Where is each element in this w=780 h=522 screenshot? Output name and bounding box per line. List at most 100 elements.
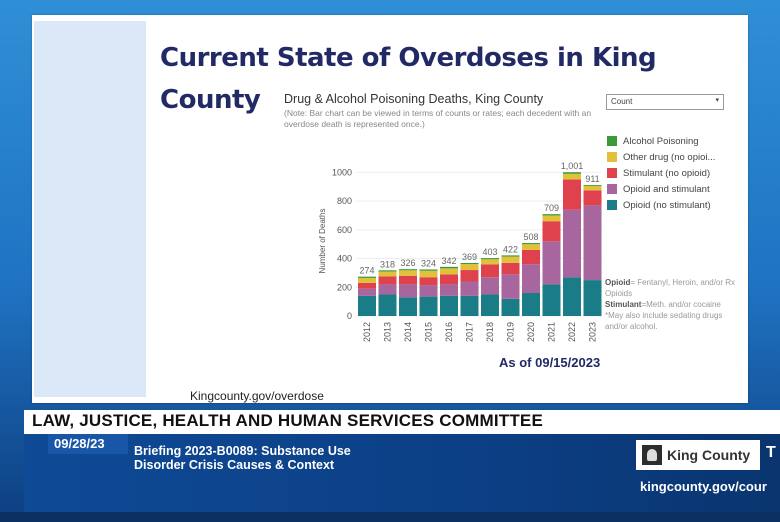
x-tick-label: 2016 (444, 322, 454, 342)
bar-segment (481, 264, 499, 278)
bar-segment (460, 264, 479, 271)
bar-segment (481, 258, 499, 260)
bar-segment (440, 284, 458, 296)
king-county-emblem-icon (642, 445, 662, 465)
total-label: 911 (585, 174, 599, 184)
total-label: 369 (462, 252, 477, 262)
bar-segment (481, 294, 499, 316)
overdose-bar-chart: Number of Deaths 0 200 400 600 800 1000 274 2012… (318, 161, 602, 342)
logo-text: King County (667, 447, 751, 463)
bar-segment (460, 295, 479, 316)
briefing-line1: Briefing 2023-B0089: Substance Use (134, 444, 351, 458)
total-label: 326 (400, 258, 415, 268)
y-axis-label: Number of Deaths (318, 209, 327, 274)
bar-segment (378, 294, 397, 316)
bar-segment (399, 270, 417, 276)
bar-segment (563, 277, 581, 316)
bar-segment (583, 186, 602, 191)
logo-extra-text: T (766, 444, 776, 461)
total-label: 403 (482, 247, 497, 257)
x-tick-label: 2013 (383, 322, 393, 342)
x-tick-label: 2015 (424, 322, 434, 342)
bar-segment (358, 277, 376, 283)
bar-segment (399, 297, 417, 316)
as-of-date: As of 09/15/2023 (499, 355, 601, 370)
briefing-title: Briefing 2023-B0089: Substance Use Disor… (134, 444, 351, 472)
measure-dropdown[interactable]: Count ▾ (606, 94, 724, 110)
chevron-down-icon: ▾ (715, 97, 719, 104)
presentation-slide: Current State of Overdoses in King Count… (32, 15, 748, 403)
total-label: 342 (441, 256, 456, 266)
chart-title: Drug & Alcohol Poisoning Deaths, King Co… (284, 92, 544, 106)
legend-item[interactable]: Stimulant (no opioid) (607, 165, 715, 181)
x-tick-label: 2017 (465, 322, 475, 342)
legend-swatch (607, 168, 617, 178)
bar-segment (358, 295, 376, 316)
y-tick-label: 200 (337, 282, 352, 292)
briefing-line2: Disorder Crisis Causes & Context (134, 458, 335, 472)
y-tick-label: 400 (337, 254, 352, 264)
bar-segment (542, 214, 561, 216)
y-tick-label: 0 (347, 311, 352, 321)
bar-segment (563, 179, 581, 210)
bar-segment (522, 249, 540, 265)
bar-segment (501, 298, 520, 316)
bar-segment (419, 285, 438, 297)
sedating-note: *May also include sedating drugs and/or … (605, 311, 723, 331)
legend-label: Opioid and stimulant (623, 183, 710, 195)
legend-swatch (607, 136, 617, 146)
legend-item[interactable]: Opioid (no stimulant) (607, 197, 715, 213)
opioid-definition: Opioid= Fentanyl, Heroin, and/or Rx Opio… (605, 277, 745, 299)
bar-segment (542, 284, 561, 316)
total-label: 318 (380, 259, 395, 269)
bar-segment (542, 221, 561, 242)
bar-segment (563, 209, 581, 278)
legend-item[interactable]: Opioid and stimulant (607, 181, 715, 197)
legend-item[interactable]: Alcohol Poisoning (607, 133, 715, 149)
bar-segment (501, 262, 520, 275)
king-county-logo: King County (636, 440, 760, 470)
bar-segment (563, 172, 581, 174)
opioid-term: Opioid (605, 278, 631, 287)
total-label: 324 (421, 258, 436, 268)
opioid-definition-text: = Fentanyl, Heroin, and/or Rx Opioids (605, 278, 736, 298)
stimulant-definition: Stimulant=Meth. and/or cocaine (605, 299, 745, 310)
x-tick-label: 2019 (506, 322, 516, 342)
chart-legend: Alcohol Poisoning Other drug (no opioi..… (607, 133, 715, 213)
x-tick-label: 2012 (362, 322, 372, 342)
y-tick-label: 600 (337, 225, 352, 235)
legend-item[interactable]: Other drug (no opioi... (607, 149, 715, 165)
bar-segment (501, 255, 520, 257)
bar-segment (542, 215, 561, 222)
bar-segment (583, 205, 602, 281)
legend-label: Stimulant (no opioid) (623, 167, 711, 179)
bar-segment (378, 284, 397, 295)
bar-segment (522, 264, 540, 294)
bar-segment (419, 296, 438, 316)
legend-label: Other drug (no opioi... (623, 151, 716, 163)
bar-segment (419, 277, 438, 286)
legend-label: Alcohol Poisoning (623, 135, 699, 147)
bar-segment (481, 259, 499, 265)
bar-segment (501, 256, 520, 263)
bar-segment (583, 185, 602, 187)
x-tick-label: 2023 (588, 322, 598, 342)
bar-segment (481, 277, 499, 295)
bar-segment (522, 243, 540, 245)
stimulant-definition-text: =Meth. and/or cocaine (641, 300, 721, 309)
legend-label: Opioid (no stimulant) (623, 199, 711, 211)
total-label: 274 (359, 266, 374, 276)
bar-segment (522, 293, 540, 316)
meeting-date: 09/28/23 (54, 436, 105, 451)
definitions-note: Opioid= Fentanyl, Heroin, and/or Rx Opio… (605, 277, 745, 332)
legend-swatch (607, 152, 617, 162)
slide-title-line2: County (160, 85, 261, 115)
bar-segment (583, 190, 602, 206)
total-label: 422 (503, 244, 518, 254)
bar-segment (440, 295, 458, 316)
bar-segment (419, 269, 438, 271)
bar-segment (501, 274, 520, 299)
bar-segment (399, 269, 417, 271)
legend-swatch (607, 184, 617, 194)
bar-segment (399, 275, 417, 285)
